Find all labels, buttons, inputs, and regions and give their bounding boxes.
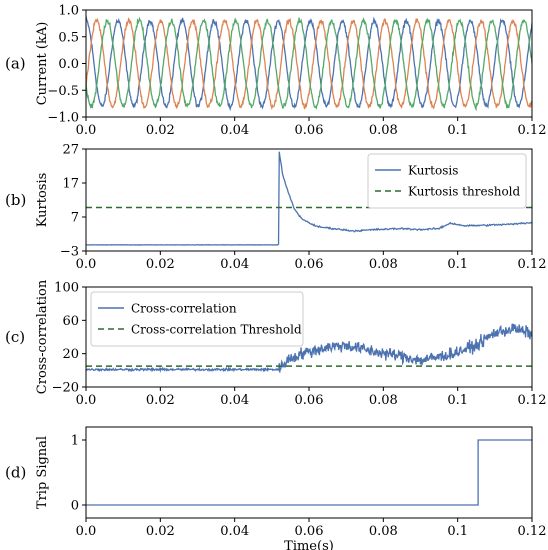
legend-b: Kurtosis Kurtosis threshold <box>367 153 527 209</box>
x-tick-label: 0.06 <box>295 123 324 138</box>
y-axis-label: Current (kA) <box>35 22 50 106</box>
x-tick-label: 0.0 <box>76 393 97 408</box>
panel-a: 0.0 0.02 0.04 0.06 0.08 0.1 0.12 1.0 0.5 0.0 −0.5 −… <box>5 4 546 139</box>
x-tick-label: 0.04 <box>220 123 249 138</box>
y-tick-label: −3 <box>60 245 79 260</box>
legend-entry-label: Kurtosis <box>408 164 458 178</box>
panel-d: 0.0 0.02 0.04 0.06 0.08 0.1 0.12 1 0 Trip Signal (… <box>5 426 547 550</box>
x-tick-label: 0.06 <box>295 393 324 408</box>
x-tick-label: 0.1 <box>447 393 468 408</box>
legend-entry-label: Kurtosis threshold <box>408 185 521 199</box>
legend-entry-label: Cross-correlation Threshold <box>131 323 302 337</box>
x-tick-label: 0.08 <box>369 257 398 272</box>
x-tick-label: 0.08 <box>369 393 398 408</box>
y-tick-label: −1.0 <box>47 111 79 126</box>
x-tick-label: 0.04 <box>220 524 249 539</box>
y-tick-label: 27 <box>62 143 79 158</box>
y-tick-label: 7 <box>71 211 79 226</box>
panel-b: 0.0 0.02 0.04 0.06 0.08 0.1 0.12 27 17 7 −3 Kurtosi… <box>5 143 546 273</box>
x-tick-label: 0.08 <box>369 524 398 539</box>
legend-c: Cross-correlation Cross-correlation Thres… <box>90 291 304 347</box>
series-line-a-1 <box>86 17 532 111</box>
panel-label: (c) <box>5 328 25 346</box>
y-tick-label: −20 <box>52 381 79 396</box>
y-tick-label: 20 <box>62 347 79 362</box>
panel-label: (b) <box>5 191 26 209</box>
legend-box <box>367 153 527 209</box>
legend-box <box>90 291 304 347</box>
y-tick-label: 1.0 <box>58 4 79 19</box>
x-tick-label: 0.12 <box>518 524 547 539</box>
y-tick-label: 100 <box>54 281 79 296</box>
y-axis-label: Trip Signal <box>35 436 50 509</box>
series-line-b-0 <box>86 151 532 246</box>
x-tick-label: 0.02 <box>146 393 175 408</box>
x-tick-label: 0.06 <box>295 257 324 272</box>
y-tick-label: 0 <box>71 499 79 514</box>
y-tick-label: 17 <box>62 177 79 192</box>
x-tick-label: 0.1 <box>447 123 468 138</box>
x-tick-label: 0.0 <box>76 524 97 539</box>
y-axis-label: Cross-correlation <box>35 279 50 394</box>
x-tick-label: 0.0 <box>76 257 97 272</box>
series-line-c-0 <box>86 323 532 373</box>
series-line-a-2 <box>86 16 532 112</box>
panel-c: 0.0 0.02 0.04 0.06 0.08 0.1 0.121006020−20Cros… <box>5 279 546 408</box>
x-axis-label: Time(s) <box>284 539 334 550</box>
x-tick-label: 0.04 <box>220 257 249 272</box>
x-tick-label: 0.1 <box>447 257 468 272</box>
y-tick-label: 0.0 <box>58 57 79 72</box>
y-axis-label: Kurtosis <box>35 173 50 228</box>
x-tick-label: 0.06 <box>295 524 324 539</box>
series-line-d-0 <box>86 439 532 506</box>
x-tick-label: 0.02 <box>146 123 175 138</box>
panel-label: (a) <box>5 55 26 73</box>
x-tick-label: 0.12 <box>518 393 547 408</box>
legend-entry-label: Cross-correlation <box>131 302 237 316</box>
x-tick-label: 0.12 <box>518 123 547 138</box>
x-tick-label: 0.02 <box>146 257 175 272</box>
y-tick-label: 60 <box>62 314 79 329</box>
y-tick-label: 1 <box>71 434 79 449</box>
x-tick-label: 0.12 <box>518 257 547 272</box>
x-tick-label: 0.0 <box>76 123 97 138</box>
panel-label: (d) <box>5 464 26 482</box>
x-tick-label: 0.1 <box>447 524 468 539</box>
x-tick-label: 0.04 <box>220 393 249 408</box>
y-tick-label: 0.5 <box>58 30 79 45</box>
y-tick-label: −0.5 <box>47 84 79 99</box>
x-tick-label: 0.08 <box>369 123 398 138</box>
x-tick-label: 0.02 <box>146 524 175 539</box>
